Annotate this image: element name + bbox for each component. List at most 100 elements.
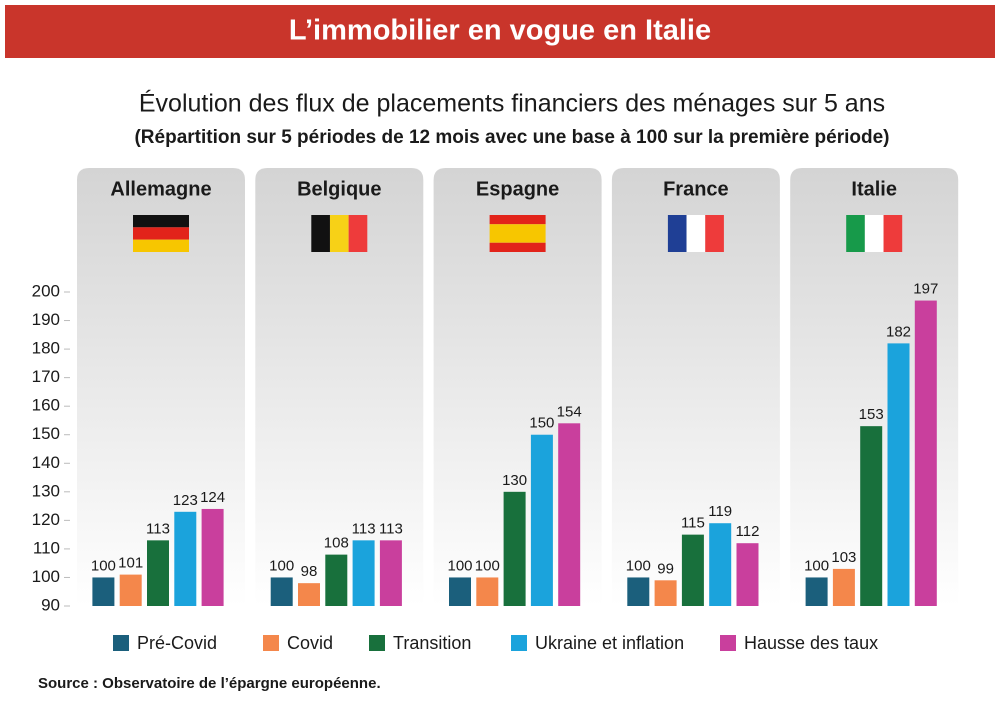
value-label: 197 — [913, 281, 938, 298]
bar — [352, 540, 375, 606]
flag-stripe — [864, 215, 884, 252]
bar — [736, 543, 759, 606]
y-tick-label: 100 — [32, 567, 60, 586]
bar — [379, 540, 402, 606]
chart-title: Évolution des flux de placements financi… — [139, 89, 885, 118]
value-label: 101 — [118, 555, 143, 572]
y-tick-label: 150 — [32, 424, 60, 443]
flag-stripe — [667, 215, 687, 252]
value-label: 113 — [146, 520, 170, 537]
flag-stripe — [311, 215, 330, 252]
bar — [558, 423, 581, 606]
value-label: 130 — [502, 472, 527, 489]
flag-stripe — [705, 215, 724, 252]
bar — [201, 508, 224, 606]
value-label: 100 — [626, 557, 651, 574]
bar — [832, 568, 855, 606]
bar — [92, 577, 115, 606]
bar — [119, 574, 142, 606]
flag-stripe — [133, 227, 189, 240]
country-panel — [255, 168, 424, 606]
value-label: 112 — [736, 523, 760, 540]
bar — [914, 300, 937, 606]
chart-subtitle: (Répartition sur 5 périodes de 12 mois a… — [134, 127, 889, 148]
legend-label: Pré-Covid — [137, 633, 217, 653]
bar — [298, 583, 320, 606]
flag-stripe — [133, 215, 189, 228]
header-bar — [5, 5, 995, 58]
country-label: Belgique — [297, 178, 381, 200]
bar — [503, 491, 526, 606]
bar — [805, 577, 828, 606]
y-tick-label: 180 — [32, 339, 60, 358]
legend-label: Ukraine et inflation — [535, 633, 684, 653]
y-tick-label: 140 — [32, 453, 60, 472]
y-tick-label: 110 — [33, 538, 60, 557]
legend-swatch — [369, 635, 385, 651]
value-label: 100 — [475, 557, 500, 574]
legend-label: Transition — [393, 633, 471, 653]
country-label: Espagne — [476, 178, 559, 200]
flag-stripe — [133, 239, 189, 252]
bar — [654, 580, 677, 606]
bar — [449, 577, 471, 606]
y-tick-label: 190 — [32, 310, 60, 329]
bar — [627, 577, 650, 606]
header-title: L’immobilier en vogue en Italie — [289, 15, 711, 47]
legend-swatch — [511, 635, 527, 651]
bar — [681, 534, 704, 606]
y-tick-label: 90 — [41, 595, 60, 614]
value-label: 113 — [352, 520, 376, 537]
value-label: 182 — [886, 323, 911, 340]
value-label: 103 — [831, 549, 856, 566]
flag-stripe — [348, 215, 368, 252]
flag-stripe — [883, 215, 903, 252]
y-tick-label: 130 — [32, 481, 60, 500]
bar — [709, 523, 732, 606]
bar — [887, 343, 910, 606]
y-tick-label: 200 — [32, 281, 60, 300]
country-label: Italie — [851, 178, 897, 200]
value-label: 108 — [324, 535, 349, 552]
flag-stripe — [489, 224, 546, 243]
country-panel — [611, 168, 780, 606]
value-label: 124 — [200, 489, 225, 506]
flag-stripe — [489, 242, 546, 252]
value-label: 150 — [529, 415, 554, 432]
legend-swatch — [263, 635, 279, 651]
flag-stripe — [489, 215, 546, 225]
y-tick-label: 170 — [32, 367, 60, 386]
bar — [174, 511, 197, 606]
value-label: 115 — [681, 515, 705, 532]
value-label: 100 — [269, 557, 294, 574]
bar — [476, 577, 499, 606]
bar — [325, 554, 348, 606]
legend-swatch — [720, 635, 736, 651]
value-label: 99 — [657, 560, 674, 577]
value-label: 154 — [557, 403, 582, 420]
y-tick-label: 160 — [32, 396, 60, 415]
bar — [147, 540, 169, 606]
y-tick-label: 120 — [32, 510, 60, 529]
country-label: France — [663, 178, 729, 200]
flag-stripe — [686, 215, 706, 252]
value-label: 119 — [708, 503, 732, 520]
value-label: 100 — [447, 557, 472, 574]
value-label: 100 — [804, 557, 829, 574]
value-label: 153 — [859, 406, 884, 423]
legend-swatch — [113, 635, 129, 651]
value-label: 113 — [379, 520, 403, 537]
legend-label: Covid — [287, 633, 333, 653]
bar — [270, 577, 293, 606]
flag-stripe — [846, 215, 865, 252]
legend-label: Hausse des taux — [744, 633, 878, 653]
source: Source : Observatoire de l’épargne europ… — [38, 675, 381, 692]
value-label: 123 — [173, 492, 198, 509]
bar — [530, 434, 553, 606]
value-label: 100 — [91, 557, 116, 574]
country-panel — [77, 168, 245, 606]
value-label: 98 — [301, 563, 318, 580]
flag-stripe — [329, 215, 349, 252]
country-label: Allemagne — [110, 178, 211, 200]
